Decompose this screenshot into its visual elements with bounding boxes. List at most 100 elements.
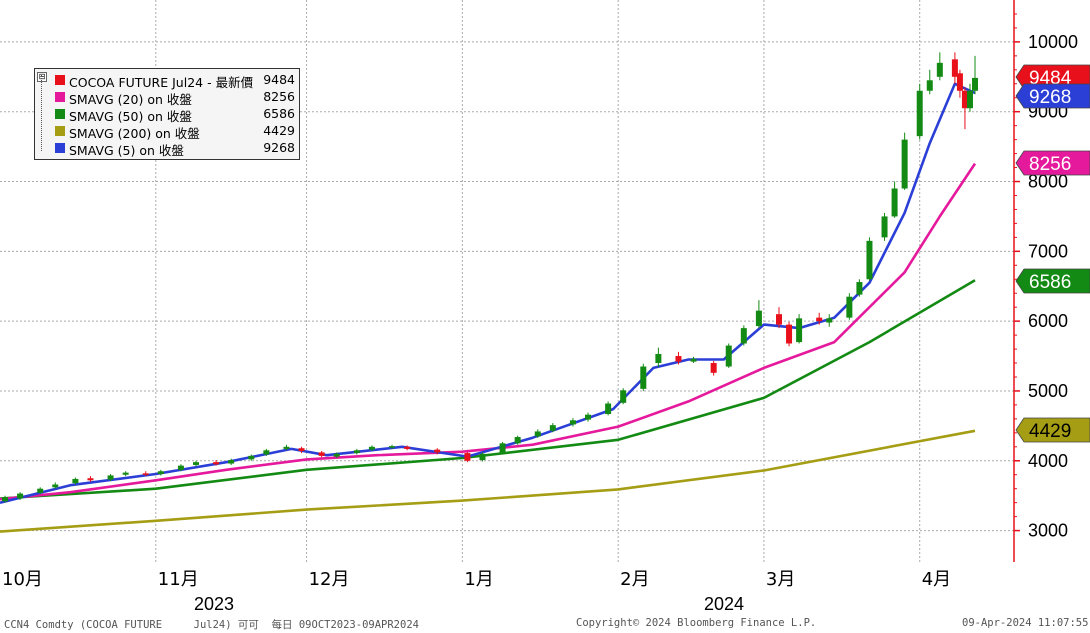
candle-body — [961, 90, 968, 109]
price-tag-label: 9268 — [1029, 87, 1071, 108]
candle-body — [755, 310, 762, 327]
candle-body — [916, 90, 923, 137]
x-tick-label: 11月 — [158, 569, 199, 590]
footer-ticker-info: CCN4 Comdty (COCOA FUTURE Jul24) 可可 每日 0… — [4, 619, 419, 631]
candle-body — [846, 296, 853, 318]
y-tick-label: 8000 — [1028, 172, 1068, 192]
candlesticks — [2, 52, 978, 503]
legend-label: SMAVG (20) on 收盤 — [69, 92, 192, 107]
legend-swatch — [55, 92, 65, 102]
price-tag-box — [1015, 150, 1090, 176]
series-line — [0, 162, 977, 501]
candle-body — [37, 488, 44, 493]
candle-body — [213, 462, 220, 465]
x-tick-label: 10月 — [2, 569, 43, 590]
legend-value: 4429 — [263, 123, 295, 138]
legend-swatch — [55, 75, 65, 85]
legend-label: COCOA FUTURE Jul24 - 最新價 — [69, 75, 254, 90]
candle-body — [514, 437, 521, 444]
candle-body — [710, 363, 717, 373]
candle-body — [157, 471, 164, 475]
candle-body — [248, 455, 255, 460]
x-tick-label: 12月 — [309, 569, 350, 590]
candle-body — [605, 403, 612, 414]
candle-body — [816, 317, 823, 322]
candle-body — [796, 318, 803, 343]
x-year-label: 2024 — [704, 594, 744, 614]
y-tick-label: 4000 — [1028, 451, 1068, 471]
candle-body — [856, 282, 863, 295]
candle-body — [318, 452, 325, 456]
candle-body — [72, 478, 79, 484]
legend-item-smavg5: SMAVG (5) on 收盤 9268 — [35, 140, 299, 158]
footer-timestamp: 09-Apr-2024 11:07:55 — [962, 617, 1089, 629]
candle-body — [956, 73, 963, 91]
x-tick-label: 3月 — [766, 569, 795, 590]
legend-value: 6586 — [263, 106, 295, 121]
candle-body — [725, 345, 732, 367]
candle-body — [333, 453, 340, 457]
candle-body — [52, 484, 59, 488]
price-tag-box — [1015, 268, 1090, 294]
candle-body — [640, 366, 647, 389]
candle-body — [177, 465, 184, 470]
candle-body — [353, 450, 360, 454]
candle-body — [298, 448, 305, 451]
candle-body — [263, 450, 270, 455]
candle-body — [404, 446, 411, 449]
legend-label: SMAVG (200) on 收盤 — [69, 126, 200, 141]
candle-body — [972, 77, 978, 91]
series-line — [0, 82, 976, 504]
y-tick-label: 5000 — [1028, 381, 1068, 401]
candle-body — [2, 497, 9, 502]
series-line — [0, 279, 976, 500]
footer-copyright: Copyright© 2024 Bloomberg Finance L.P. — [576, 617, 817, 629]
candle-body — [775, 314, 782, 325]
candle-body — [389, 446, 396, 448]
candle-body — [464, 453, 471, 461]
y-tick-label: 7000 — [1028, 241, 1068, 261]
x-tick-label: 1月 — [464, 569, 493, 590]
candle-body — [283, 446, 290, 449]
legend-item-smavg20: SMAVG (20) on 收盤 8256 — [35, 89, 299, 107]
candle-body — [499, 443, 506, 454]
candle-body — [569, 420, 576, 425]
price-tag-label: 8256 — [1029, 154, 1071, 175]
x-year-label: 2023 — [194, 594, 234, 614]
candle-body — [122, 472, 129, 475]
x-tick-label: 2月 — [620, 569, 649, 590]
candle-body — [881, 216, 888, 238]
legend-swatch — [55, 126, 65, 136]
candle-body — [740, 328, 747, 344]
candle-body — [17, 493, 24, 499]
y-tick-label: 6000 — [1028, 311, 1068, 331]
candle-body — [87, 478, 94, 481]
x-tick-label: 4月 — [922, 569, 951, 590]
candle-body — [951, 59, 958, 77]
price-tag-label: 4429 — [1029, 421, 1071, 442]
legend-label: SMAVG (50) on 收盤 — [69, 109, 192, 124]
legend-value: 9484 — [263, 72, 295, 87]
legend-item-smavg50: SMAVG (50) on 收盤 6586 — [35, 106, 299, 124]
moving-average-lines — [0, 82, 977, 533]
candle-body — [826, 318, 833, 323]
price-tag-box — [1015, 83, 1090, 109]
y-tick-label: 3000 — [1028, 521, 1068, 541]
candle-body — [620, 390, 627, 403]
candle-body — [936, 62, 943, 77]
candle-body — [675, 356, 682, 362]
candle-body — [534, 431, 541, 437]
candle-body — [866, 240, 873, 280]
candle-body — [107, 475, 114, 480]
candle-body — [142, 473, 149, 475]
price-tag-box — [1015, 417, 1090, 443]
x-axis: 10月 11月 12月 1月 2月 3月 4月 2023 2024 — [2, 569, 951, 614]
y-tick-label: 10000 — [1028, 32, 1078, 52]
candle-body — [585, 414, 592, 420]
candle-body — [479, 453, 486, 461]
candle-body — [368, 446, 375, 450]
candle-body — [926, 80, 933, 91]
legend-swatch — [55, 109, 65, 119]
